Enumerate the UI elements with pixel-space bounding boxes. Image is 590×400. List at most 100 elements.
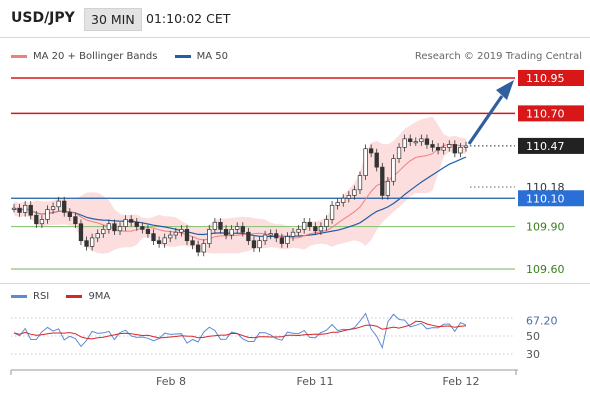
candle: [380, 166, 385, 196]
candle: [290, 231, 296, 237]
candle: [463, 145, 469, 148]
timeframe-button[interactable]: 30 MIN: [84, 8, 142, 31]
forecast-arrowhead: [496, 80, 514, 100]
candle: [123, 219, 128, 227]
candle: [45, 209, 50, 220]
candle: [447, 144, 452, 148]
candle: [385, 180, 391, 196]
candle: [402, 138, 407, 148]
legend-swatch-rsi: [11, 294, 27, 298]
candle: [408, 138, 413, 143]
level-label: 110.47: [526, 140, 565, 153]
candle: [262, 234, 268, 242]
legend-item-rsi: RSI: [11, 291, 49, 302]
candle: [296, 229, 301, 233]
main-legend: MA 20 + Bollinger Bands MA 50: [11, 51, 242, 62]
legend-label-9ma: 9MA: [88, 291, 111, 302]
candle: [229, 229, 234, 236]
candle: [162, 237, 167, 244]
candle: [11, 207, 17, 210]
price-label-bg: [518, 137, 584, 154]
candle: [251, 240, 257, 249]
candle: [28, 204, 33, 216]
rsi-legend: RSI 9MA: [11, 291, 124, 302]
candle: [112, 223, 117, 232]
candle: [73, 216, 78, 225]
level-label: 109.60: [526, 263, 565, 276]
resistance-label-bg: [518, 70, 584, 86]
candle: [168, 234, 173, 239]
credit-text: Research © 2019 Trading Central: [414, 51, 582, 62]
candle: [318, 226, 324, 232]
candle: [424, 138, 430, 145]
legend-label-ma50: MA 50: [196, 51, 228, 62]
candle: [274, 233, 279, 239]
candle: [17, 207, 22, 213]
candle: [279, 237, 285, 244]
candle: [396, 146, 402, 159]
level-label: 110.95: [526, 72, 565, 85]
level-label: 110.10: [526, 192, 565, 205]
candle: [240, 226, 245, 233]
candle: [223, 229, 229, 236]
candle: [212, 221, 218, 230]
candle: [235, 226, 240, 230]
candle: [329, 204, 335, 220]
candle: [307, 221, 312, 227]
candle: [458, 146, 463, 154]
x-tick-label: Feb 12: [443, 375, 480, 388]
candle: [195, 244, 201, 253]
x-tick-label: Feb 8: [156, 375, 186, 388]
forecast-arrow: [467, 95, 504, 145]
ma20-line: [13, 143, 467, 241]
candle: [117, 226, 123, 232]
candle: [441, 146, 446, 151]
candle: [129, 219, 134, 223]
candle: [335, 202, 340, 206]
timestamp: 01:10:02 CET: [146, 11, 231, 26]
candle: [363, 148, 368, 176]
legend-swatch-ma50: [174, 54, 191, 58]
candle: [50, 206, 56, 210]
x-tick-label: Feb 11: [297, 375, 334, 388]
candle: [368, 148, 374, 154]
level-label: 109.90: [526, 221, 565, 234]
legend-label-bollinger: MA 20 + Bollinger Bands: [33, 51, 158, 62]
instrument-title: USD/JPY: [11, 10, 75, 26]
legend-item-bollinger: MA 20 + Bollinger Bands: [11, 51, 157, 62]
candle: [62, 200, 67, 213]
candle: [101, 229, 106, 234]
candle: [23, 204, 28, 213]
legend-item-9ma: 9MA: [66, 291, 110, 302]
candle: [56, 200, 61, 208]
candle: [201, 243, 206, 253]
candle: [184, 229, 190, 242]
candle: [78, 223, 84, 242]
panel-divider: [0, 283, 590, 284]
candle: [151, 233, 156, 242]
candle: [285, 236, 290, 244]
legend-item-ma50: MA 50: [174, 51, 228, 62]
candle: [246, 231, 251, 242]
candle: [106, 223, 112, 230]
candle: [34, 214, 39, 225]
candle: [413, 141, 418, 144]
legend-swatch-9ma: [66, 294, 83, 298]
candle: [357, 175, 363, 191]
candle: [430, 144, 435, 148]
candle: [324, 219, 329, 227]
candle: [452, 144, 457, 154]
candle: [313, 226, 318, 232]
candle: [140, 226, 145, 230]
candle: [257, 240, 262, 249]
candle: [341, 197, 346, 203]
candle: [67, 212, 72, 218]
resistance-label-bg: [518, 105, 584, 122]
candle: [84, 240, 89, 247]
chart-header: USD/JPY 30 MIN 01:10:02 CET: [0, 0, 590, 36]
candle: [207, 229, 212, 244]
candle: [435, 146, 441, 151]
candle: [179, 229, 184, 233]
level-label: 110.70: [526, 107, 565, 120]
candle: [39, 219, 45, 225]
